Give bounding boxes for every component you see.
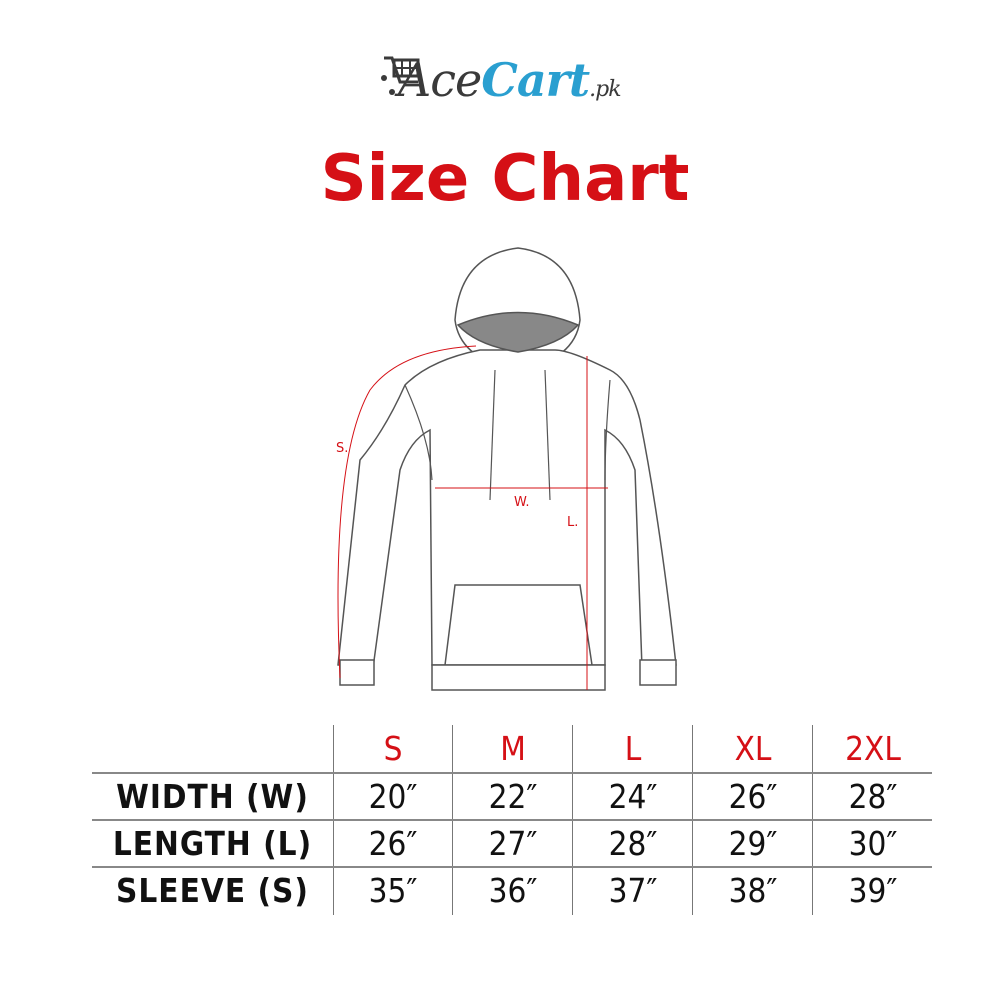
shopping-cart-icon <box>381 56 420 95</box>
table-cell: 29″ <box>728 824 778 863</box>
hoodie-hood-opening <box>456 311 580 353</box>
hoodie-right-cuff <box>639 659 677 686</box>
sleeve-label: S. <box>336 441 348 456</box>
hoodie-left-cuff <box>339 659 375 686</box>
width-label: W. <box>514 495 530 510</box>
row-label-sleeve: SLEEVE (S) <box>116 871 309 910</box>
table-cell: 26″ <box>728 777 778 816</box>
table-cell: 27″ <box>488 824 538 863</box>
table-cell: 38″ <box>728 871 778 910</box>
table-cell: 28″ <box>608 824 658 863</box>
hoodie-pocket <box>444 584 593 666</box>
hoodie-diagram: S. W. L. <box>336 247 677 691</box>
size-table: S M L XL 2XL WIDTH (W) 20″ 22″ 24″ 26″ 2… <box>92 725 932 915</box>
page-title: Size Chart <box>320 142 690 216</box>
size-header-l: L <box>624 729 642 768</box>
logo-cart-text: Cart <box>481 53 590 107</box>
table-cell: 37″ <box>608 871 658 910</box>
table-cell: 28″ <box>848 777 898 816</box>
sleeve-measure-line <box>337 345 477 679</box>
size-header-m: M <box>500 729 526 768</box>
table-cell: 30″ <box>848 824 898 863</box>
size-header-2xl: 2XL <box>845 729 901 768</box>
table-cell: 36″ <box>488 871 538 910</box>
size-header-s: S <box>383 729 403 768</box>
table-cell: 20″ <box>368 777 418 816</box>
acecart-logo: AceCart.pk <box>380 48 660 112</box>
row-label-width: WIDTH (W) <box>116 777 309 816</box>
table-cell: 35″ <box>368 871 418 910</box>
hoodie-waistband <box>431 664 606 691</box>
table-cell: 22″ <box>488 777 538 816</box>
logo-suffix: .pk <box>589 77 621 102</box>
logo-ace-text: Ace <box>398 53 482 107</box>
length-label: L. <box>567 515 578 530</box>
row-label-length: LENGTH (L) <box>112 824 313 863</box>
table-cell: 24″ <box>608 777 658 816</box>
size-header-xl: XL <box>734 729 772 768</box>
table-cell: 26″ <box>368 824 418 863</box>
table-cell: 39″ <box>848 871 898 910</box>
